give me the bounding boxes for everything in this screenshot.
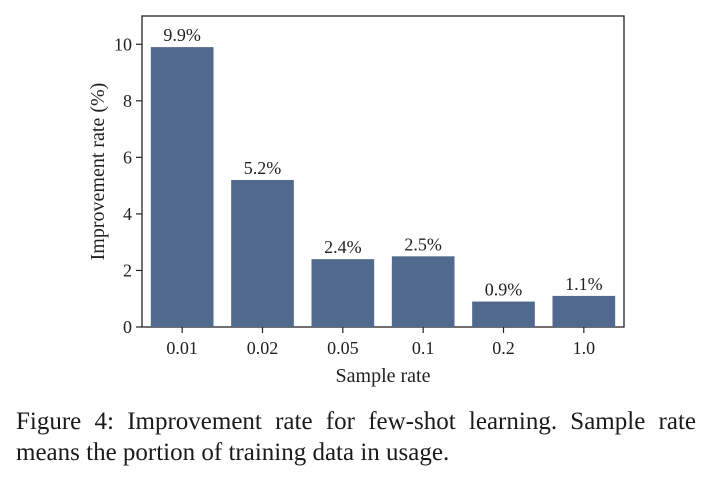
bar-value-label: 1.1% [565, 274, 603, 294]
bar-value-label: 5.2% [244, 158, 282, 178]
y-tick-label: 8 [123, 91, 132, 111]
x-tick-label: 1.0 [573, 338, 596, 358]
y-tick-label: 2 [123, 260, 132, 280]
x-tick-label: 0.01 [166, 338, 198, 358]
bar-value-label: 2.5% [404, 234, 442, 254]
y-tick-label: 0 [123, 317, 132, 337]
y-axis: 0 2 4 6 8 10 [114, 34, 142, 337]
bar-value-label: 0.9% [485, 280, 523, 300]
bar-value-labels: 9.9% 5.2% 2.4% 2.5% 0.9% 1.1% [163, 25, 602, 299]
bar-value-label: 2.4% [324, 237, 362, 257]
x-tick-label: 0.05 [327, 338, 359, 358]
y-tick-label: 10 [114, 34, 132, 54]
bar [311, 259, 375, 327]
x-tick-label: 0.2 [492, 338, 515, 358]
x-axis-title: Sample rate [336, 365, 431, 387]
x-tick-label: 0.1 [412, 338, 435, 358]
x-axis: 0.01 0.02 0.05 0.1 0.2 1.0 [166, 327, 595, 358]
bar-chart: 0 2 4 6 8 10 0.01 0.02 0.05 0.1 0.2 1.0 9.9% 5.2% 2.… [87, 15, 625, 387]
y-tick-label: 6 [123, 147, 132, 167]
x-tick-label: 0.02 [247, 338, 279, 358]
plot-frame [141, 15, 625, 328]
bar [472, 301, 535, 327]
bar [150, 47, 214, 327]
figure-caption: Figure 4: Improvement rate for few-shot … [16, 408, 696, 466]
y-tick-label: 4 [123, 204, 132, 224]
bar [391, 256, 455, 327]
bar [552, 295, 616, 327]
bar-value-label: 9.9% [163, 25, 201, 45]
y-axis-title: Improvement rate (%) [87, 83, 109, 261]
bars [150, 47, 616, 327]
bar [231, 179, 294, 327]
